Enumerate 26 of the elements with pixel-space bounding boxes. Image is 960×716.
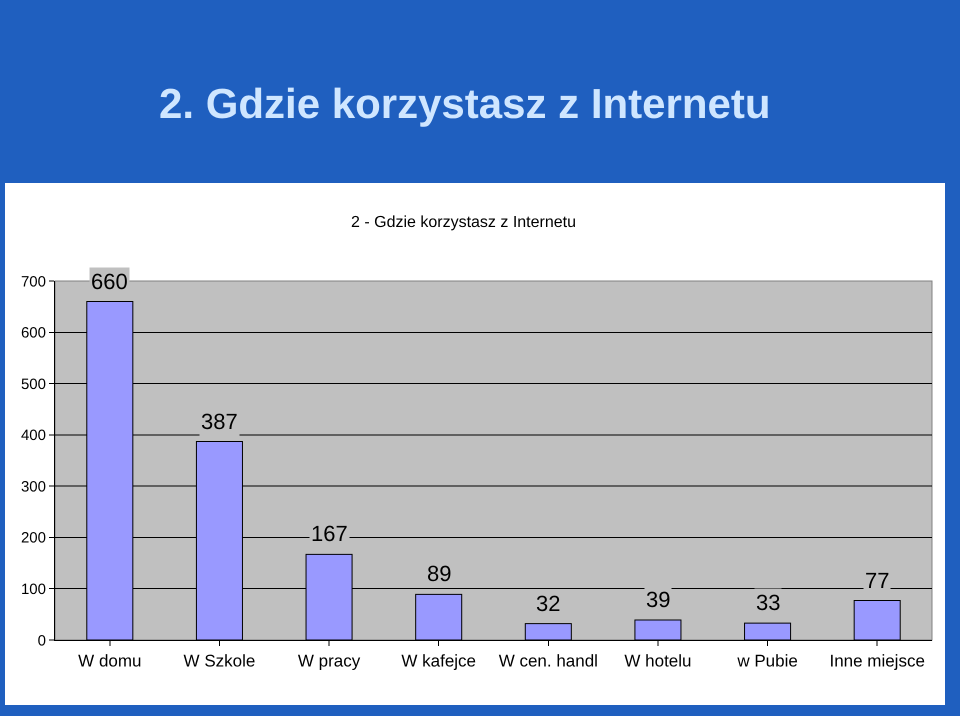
data-label: 33 xyxy=(756,590,780,615)
x-tick-label: W kafejce xyxy=(401,651,476,670)
data-label: 167 xyxy=(311,521,348,546)
y-tick-label: 600 xyxy=(20,324,46,342)
x-tick-label: W pracy xyxy=(298,651,361,670)
x-tick-label: W domu xyxy=(78,651,142,670)
x-tick-label: W cen. handl xyxy=(498,651,598,670)
y-tick-label: 100 xyxy=(20,580,46,598)
y-tick-label: 0 xyxy=(38,632,46,650)
x-tick-label: Inne miejsce xyxy=(829,651,925,670)
data-label: 660 xyxy=(91,269,128,294)
data-label: 89 xyxy=(427,561,452,586)
y-tick-label: 700 xyxy=(20,273,46,290)
data-label: 39 xyxy=(646,587,670,612)
y-tick-label: 500 xyxy=(20,376,46,393)
y-tick-label: 300 xyxy=(20,478,46,496)
data-label: 32 xyxy=(536,591,560,616)
y-tick-label: 400 xyxy=(20,427,46,444)
x-tick-label: W Szkole xyxy=(184,651,256,670)
data-label: 77 xyxy=(865,568,890,593)
data-label: 387 xyxy=(201,409,238,434)
chart-title: 2. Gdzie korzystasz z Internetu xyxy=(159,80,771,127)
x-tick-label: w Pubie xyxy=(736,651,798,670)
chart-subtitle: 2 - Gdzie korzystasz z Internetu xyxy=(351,214,576,231)
y-tick-label: 200 xyxy=(20,530,46,547)
x-tick-label: W hotelu xyxy=(624,651,692,670)
